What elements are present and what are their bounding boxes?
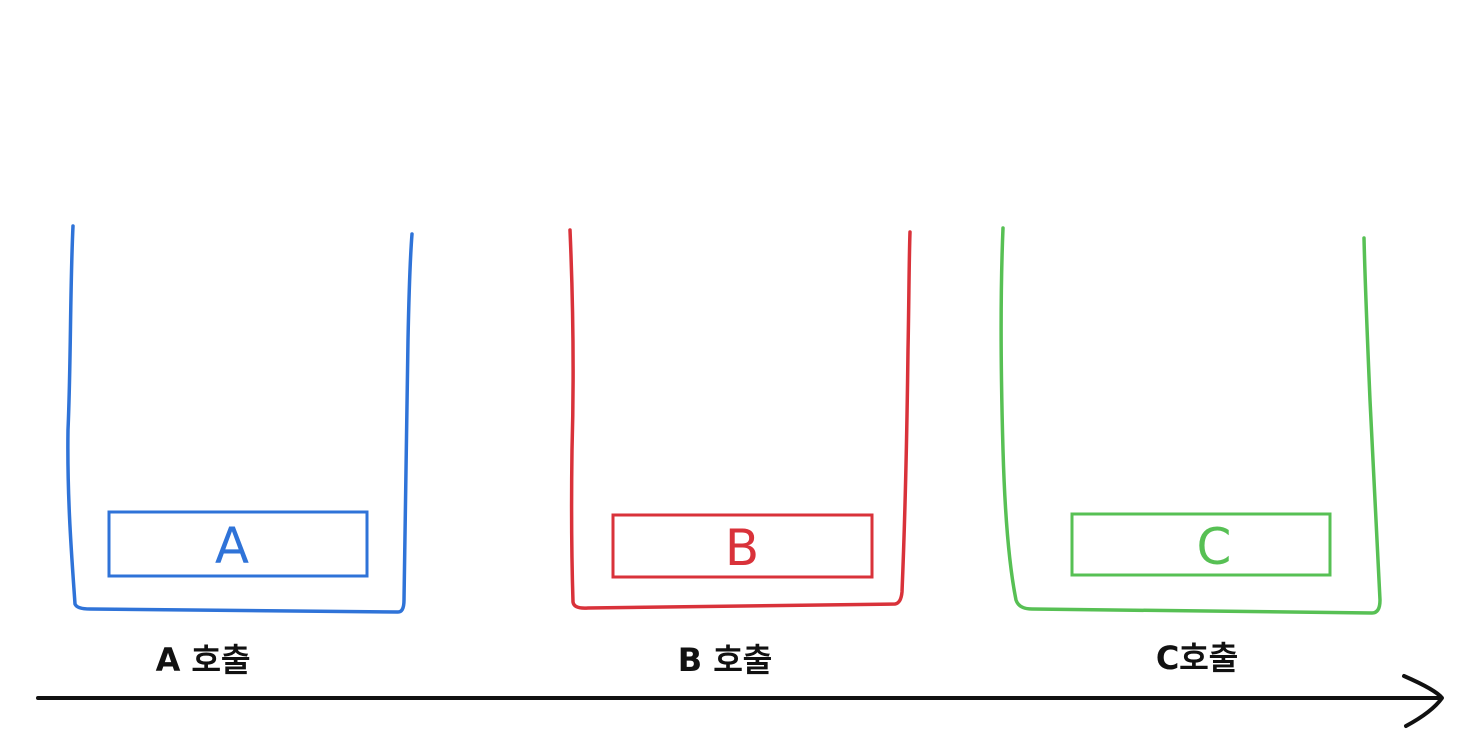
stack-c-call-label: C호출 xyxy=(1156,639,1238,677)
stack-c-frame-label: C xyxy=(1197,518,1232,576)
stack-c-frame xyxy=(1070,512,1332,577)
stack-c: C C호출 xyxy=(999,226,1382,677)
stack-b-container xyxy=(568,228,912,610)
time-axis xyxy=(36,674,1444,728)
stack-a-container xyxy=(66,224,414,614)
stack-b-frame xyxy=(611,513,874,579)
stack-c-container xyxy=(999,226,1382,615)
time-axis-line xyxy=(36,696,1442,702)
stack-b-frame-label: B xyxy=(725,519,759,577)
stack-a: A A 호출 xyxy=(66,224,414,679)
stack-b: B B 호출 xyxy=(568,228,912,679)
arrow-right-icon xyxy=(1402,674,1444,728)
stack-a-frame xyxy=(107,510,369,578)
stack-a-frame-label: A xyxy=(215,517,249,575)
stack-b-call-label: B 호출 xyxy=(678,641,772,679)
stack-a-call-label: A 호출 xyxy=(156,641,251,679)
